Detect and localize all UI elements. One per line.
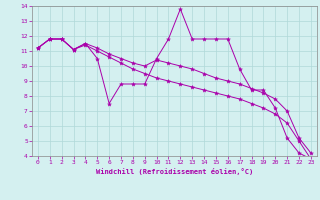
X-axis label: Windchill (Refroidissement éolien,°C): Windchill (Refroidissement éolien,°C)	[96, 168, 253, 175]
